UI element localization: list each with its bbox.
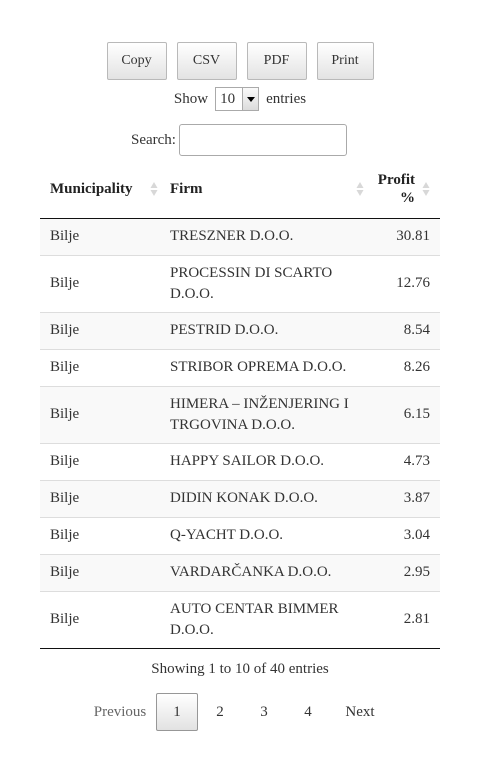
municipality-cell: Bilje (40, 591, 160, 649)
firm-cell: PROCESSIN DI SCARTO D.O.O. (160, 255, 366, 313)
firm-cell: TRESZNER D.O.O. (160, 218, 366, 256)
export-buttons: Copy CSV PDF Print (0, 42, 480, 80)
firm-cell: DIDIN KONAK D.O.O. (160, 480, 366, 518)
municipality-cell: Bilje (40, 218, 160, 256)
page-button-2[interactable]: 2 (216, 703, 224, 720)
firm-cell: AUTO CENTAR BIMMER D.O.O. (160, 591, 366, 649)
table-row: Bilje PESTRID D.O.O. 8.54 (40, 312, 440, 350)
table-row: Bilje PROCESSIN DI SCARTO D.O.O. 12.76 (40, 255, 440, 313)
page-button-3[interactable]: 3 (260, 703, 268, 720)
header-label: Profit % (377, 172, 415, 207)
entries-label: entries (266, 90, 307, 107)
firm-cell: Q-YACHT D.O.O. (160, 517, 366, 555)
search-input[interactable] (178, 124, 347, 156)
profit-cell: 4.73 (366, 443, 440, 481)
firm-cell: STRIBOR OPREMA D.O.O. (160, 349, 366, 387)
header-row: Municipality Firm Profit % (40, 161, 440, 219)
previous-page-button[interactable]: Previous (93, 703, 147, 720)
dropdown-arrow-icon[interactable] (242, 88, 259, 110)
search-label: Search: (131, 131, 176, 148)
firm-cell: HIMERA – INŽENJERING I TRGOVINA D.O.O. (160, 386, 366, 444)
next-page-button[interactable]: Next (345, 703, 375, 720)
table-row: Bilje TRESZNER D.O.O. 30.81 (40, 218, 440, 256)
table-row: Bilje VARDARČANKA D.O.O. 2.95 (40, 554, 440, 592)
table-row: Bilje STRIBOR OPREMA D.O.O. 8.26 (40, 349, 440, 387)
municipality-cell: Bilje (40, 386, 160, 444)
municipality-cell: Bilje (40, 554, 160, 592)
profit-cell: 2.81 (366, 591, 440, 649)
search-filter: Search: (131, 124, 347, 156)
municipality-cell: Bilje (40, 255, 160, 313)
profit-cell: 2.95 (366, 554, 440, 592)
entries-select-value: 10 (220, 91, 236, 107)
show-label: Show (173, 90, 209, 107)
header-label: Firm (170, 180, 203, 197)
profit-cell: 8.26 (366, 349, 440, 387)
column-header-municipality[interactable]: Municipality (40, 161, 160, 219)
print-button[interactable]: Print (316, 42, 374, 80)
sort-both-icon (422, 182, 430, 197)
municipality-cell: Bilje (40, 443, 160, 481)
table-row: Bilje AUTO CENTAR BIMMER D.O.O. 2.81 (40, 591, 440, 649)
copy-button[interactable]: Copy (106, 42, 167, 80)
sort-both-icon (356, 182, 364, 197)
sort-both-icon (150, 182, 158, 197)
profit-table: Municipality Firm Profit % Bilje TRESZNE… (40, 161, 440, 649)
profit-cell: 8.54 (366, 312, 440, 350)
page-button-4[interactable]: 4 (304, 703, 312, 720)
entries-length-control: Show 10 entries (0, 87, 480, 111)
firm-cell: HAPPY SAILOR D.O.O. (160, 443, 366, 481)
table-row: Bilje Q-YACHT D.O.O. 3.04 (40, 517, 440, 555)
column-header-firm[interactable]: Firm (160, 161, 366, 219)
municipality-cell: Bilje (40, 480, 160, 518)
column-header-profit[interactable]: Profit % (366, 161, 440, 219)
table-row: Bilje HAPPY SAILOR D.O.O. 4.73 (40, 443, 440, 481)
profit-cell: 3.87 (366, 480, 440, 518)
municipality-cell: Bilje (40, 349, 160, 387)
table-info: Showing 1 to 10 of 40 entries (151, 661, 329, 677)
profit-cell: 30.81 (366, 218, 440, 256)
firm-cell: VARDARČANKA D.O.O. (160, 554, 366, 592)
header-label: Municipality (50, 180, 133, 197)
profit-cell: 12.76 (366, 255, 440, 313)
municipality-cell: Bilje (40, 312, 160, 350)
pagination: Previous 1 2 3 4 Next (84, 693, 390, 731)
municipality-cell: Bilje (40, 517, 160, 555)
table-row: Bilje DIDIN KONAK D.O.O. 3.87 (40, 480, 440, 518)
firm-cell: PESTRID D.O.O. (160, 312, 366, 350)
pdf-button[interactable]: PDF (246, 42, 307, 80)
entries-select[interactable]: 10 (215, 87, 260, 111)
page-button-1[interactable]: 1 (156, 693, 198, 731)
profit-cell: 3.04 (366, 517, 440, 555)
profit-cell: 6.15 (366, 386, 440, 444)
table-row: Bilje HIMERA – INŽENJERING I TRGOVINA D.… (40, 386, 440, 444)
csv-button[interactable]: CSV (176, 42, 237, 80)
